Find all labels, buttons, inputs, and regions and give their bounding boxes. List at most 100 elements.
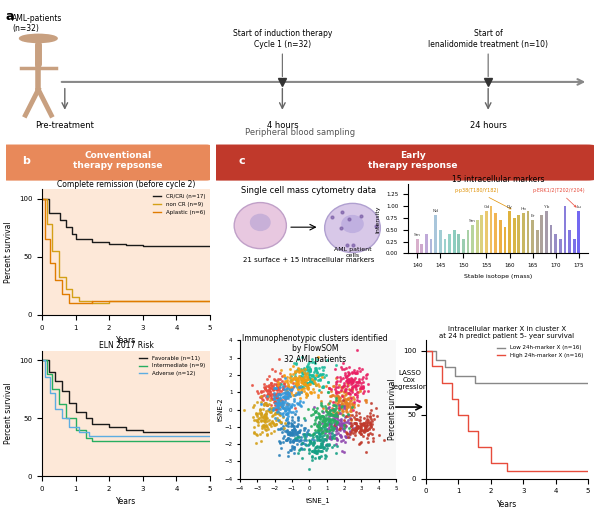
Point [292,383,302,391]
Point [301,372,310,380]
Point [323,418,333,426]
Bar [527,210,529,253]
Point [257,409,266,417]
Point [266,394,275,402]
Point [277,419,286,427]
Point [331,440,341,448]
Point [327,432,337,440]
Point [272,394,282,402]
Point [281,394,290,402]
Point [295,394,305,402]
Point [302,393,311,401]
Point [305,437,315,445]
Point [289,383,298,391]
Bar [421,244,423,253]
Point [346,415,356,423]
Point [324,399,334,407]
Point [319,408,328,416]
Point [295,365,304,373]
Point [359,414,369,422]
Point [289,401,299,410]
Point [323,377,333,386]
Point [323,378,333,386]
Point [262,375,271,383]
Point [325,432,335,440]
Point [341,395,350,403]
Point [312,449,322,457]
Point [299,376,309,385]
Point [335,393,344,401]
Point [355,383,365,392]
Text: Pre-treatment: Pre-treatment [35,121,94,130]
Bar [536,229,539,253]
Point [295,437,304,445]
Point [257,422,267,430]
Point [285,385,295,393]
Point [355,426,365,435]
Point [313,376,322,384]
Point [306,376,316,385]
Point [279,385,289,393]
Point [372,412,382,420]
Point [321,446,331,454]
Point [294,383,304,392]
Point [264,415,274,423]
Point [328,408,338,416]
Point [305,436,314,444]
Point [357,383,367,392]
Point [345,414,355,422]
Point [283,422,293,431]
Point [340,391,350,399]
Point [356,385,365,393]
Point [290,375,300,383]
Point [293,385,302,393]
Point [295,433,304,441]
Point [358,383,368,392]
Point [312,372,322,380]
Text: c: c [239,156,245,166]
Point [272,392,282,400]
Point [304,373,313,381]
Point [353,388,363,396]
Bar [522,213,525,253]
Point [299,365,309,373]
Point [343,375,353,383]
Point [347,386,357,394]
Point [261,399,271,407]
Point [331,422,341,431]
Point [331,394,341,402]
Point [368,434,378,442]
Point [286,383,296,391]
Point [317,438,327,446]
Point [304,450,314,458]
Point [290,435,300,443]
Point [279,372,289,380]
Point [346,387,355,395]
Point [317,412,326,420]
Point [299,368,309,376]
Point [337,365,346,373]
Point [336,386,346,394]
Point [311,413,321,421]
Point [319,419,329,428]
Point [362,434,371,442]
Text: Peripheral blood sampling: Peripheral blood sampling [245,128,355,137]
Point [365,413,375,421]
Point [297,376,307,385]
Point [332,418,342,426]
Point [254,418,263,426]
Point [321,420,331,429]
Point [313,428,323,436]
Point [335,426,345,434]
Point [296,374,305,382]
Point [326,422,336,430]
Point [354,440,364,449]
Point [307,411,316,419]
Point [274,409,284,417]
Point [351,425,361,434]
Point [321,411,331,419]
Point [296,381,305,390]
Point [299,379,309,388]
Text: Yb: Yb [544,205,549,208]
Text: Ho: Ho [520,207,526,211]
